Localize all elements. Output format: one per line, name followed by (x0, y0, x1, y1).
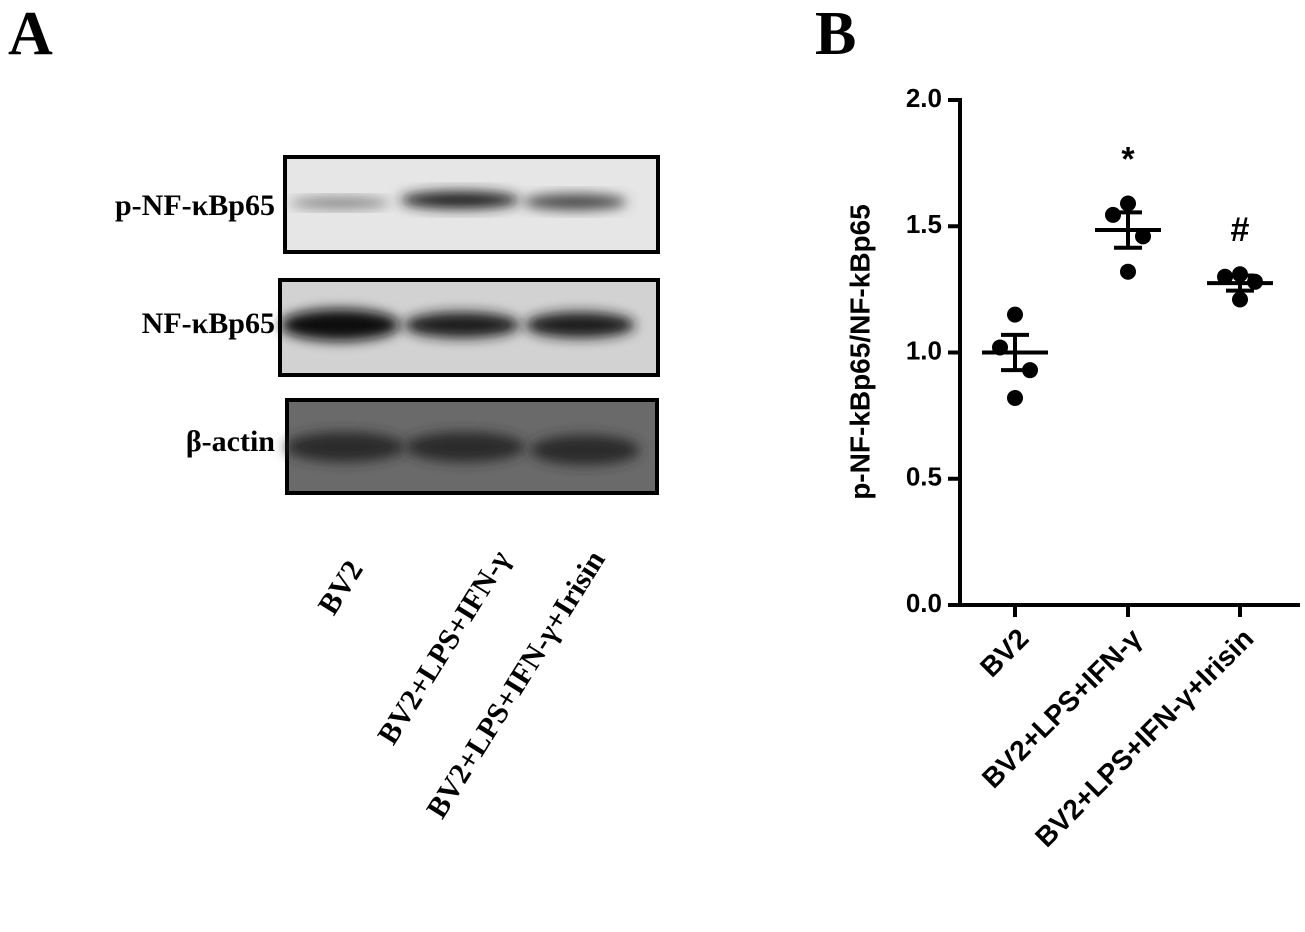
data-point (1232, 291, 1248, 308)
panel-label: B (815, 0, 856, 68)
chart: Bp-NF-kBp65/NF-kBp65 0.0 0.5 1.0 1.5 2.0 BV2BV… (815, 0, 1300, 853)
data-point (1007, 306, 1023, 323)
blot-row (285, 398, 659, 495)
data-point (1120, 263, 1136, 280)
y-tick-label: 0.0 (906, 588, 942, 618)
data-point (1135, 228, 1151, 245)
annotation: * (1121, 141, 1135, 179)
data-point (1217, 268, 1233, 285)
x-tick-label: BV2+LPS+IFN-γ+Irisin (1029, 623, 1259, 853)
annotation: # (1231, 211, 1250, 249)
lane-label: BV2+LPS+IFN-γ+Irisin (420, 545, 612, 825)
data-point (1120, 195, 1136, 212)
y-tick-label: 1.0 (906, 335, 942, 365)
lane-label: BV2 (312, 555, 370, 621)
x-tick-label: BV2 (974, 623, 1034, 683)
blot-label: p-NF-κBp65 (115, 189, 275, 222)
blot-label: NF-κBp65 (142, 307, 275, 340)
blot-label: β-actin (186, 425, 275, 458)
y-tick-label: 1.5 (906, 209, 942, 239)
panel-label: A (8, 0, 53, 68)
data-point (1022, 362, 1038, 379)
y-axis-title: p-NF-kBp65/NF-kBp65 (844, 204, 875, 500)
data-point (1007, 389, 1023, 406)
data-point (1105, 206, 1121, 223)
y-tick-label: 0.5 (906, 462, 942, 492)
blot-row (278, 278, 660, 377)
blot-row (283, 155, 660, 254)
y-tick-label: 2.0 (906, 83, 942, 113)
